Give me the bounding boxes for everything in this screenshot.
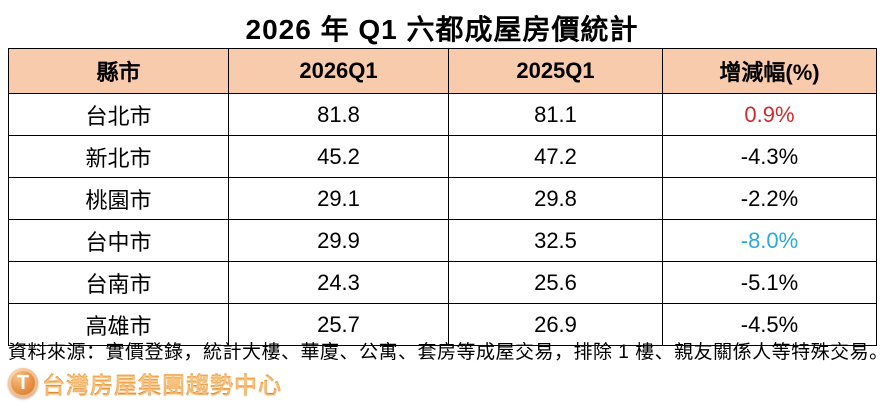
taiwan-housing-logo-text: 台灣房屋集團趨勢中心 bbox=[42, 366, 282, 400]
header-2025q1: 2025Q1 bbox=[448, 48, 663, 94]
table-row: 新北市 45.2 47.2 -4.3% bbox=[8, 135, 877, 178]
header-2026q1: 2026Q1 bbox=[228, 48, 449, 94]
value-2026-cell: 24.3 bbox=[228, 261, 449, 304]
value-2026-cell: 45.2 bbox=[228, 135, 449, 178]
table-row: 台北市 81.8 81.1 0.9% bbox=[8, 93, 877, 136]
table-row: 桃園市 29.1 29.8 -2.2% bbox=[8, 177, 877, 220]
city-cell: 高雄市 bbox=[8, 303, 229, 346]
city-cell: 桃園市 bbox=[8, 177, 229, 220]
value-2026-cell: 25.7 bbox=[228, 303, 449, 346]
change-cell: -4.3% bbox=[662, 135, 877, 178]
value-2026-cell: 81.8 bbox=[228, 93, 449, 136]
change-cell: -8.0% bbox=[662, 219, 877, 262]
city-cell: 台南市 bbox=[8, 261, 229, 304]
data-source-note: 資料來源：實價登錄，統計大樓、華廈、公寓、套房等成屋交易，排除 1 樓、親友關係… bbox=[8, 342, 884, 363]
city-cell: 台北市 bbox=[8, 93, 229, 136]
taiwan-housing-logo-icon: T bbox=[8, 368, 38, 398]
city-cell: 新北市 bbox=[8, 135, 229, 178]
change-cell: -2.2% bbox=[662, 177, 877, 220]
value-2025-cell: 26.9 bbox=[448, 303, 663, 346]
city-cell: 台中市 bbox=[8, 219, 229, 262]
table-row: 台中市 29.9 32.5 -8.0% bbox=[8, 219, 877, 262]
page-title: 2026 年 Q1 六都成屋房價統計 bbox=[245, 14, 639, 45]
header-city: 縣市 bbox=[8, 48, 229, 94]
taiwan-housing-logo: T 台灣房屋集團趨勢中心 bbox=[8, 366, 282, 400]
table-row: 高雄市 25.7 26.9 -4.5% bbox=[8, 303, 877, 346]
housing-price-table: 縣市 2026Q1 2025Q1 增減幅(%) 台北市 81.8 81.1 0.… bbox=[8, 48, 877, 346]
value-2025-cell: 47.2 bbox=[448, 135, 663, 178]
change-cell: -4.5% bbox=[662, 303, 877, 346]
table-header-row: 縣市 2026Q1 2025Q1 增減幅(%) bbox=[8, 48, 877, 94]
value-2025-cell: 25.6 bbox=[448, 261, 663, 304]
value-2026-cell: 29.1 bbox=[228, 177, 449, 220]
change-cell: -5.1% bbox=[662, 261, 877, 304]
value-2026-cell: 29.9 bbox=[228, 219, 449, 262]
value-2025-cell: 32.5 bbox=[448, 219, 663, 262]
change-cell: 0.9% bbox=[662, 93, 877, 136]
value-2025-cell: 81.1 bbox=[448, 93, 663, 136]
table-row: 台南市 24.3 25.6 -5.1% bbox=[8, 261, 877, 304]
value-2025-cell: 29.8 bbox=[448, 177, 663, 220]
header-change: 增減幅(%) bbox=[662, 48, 877, 94]
